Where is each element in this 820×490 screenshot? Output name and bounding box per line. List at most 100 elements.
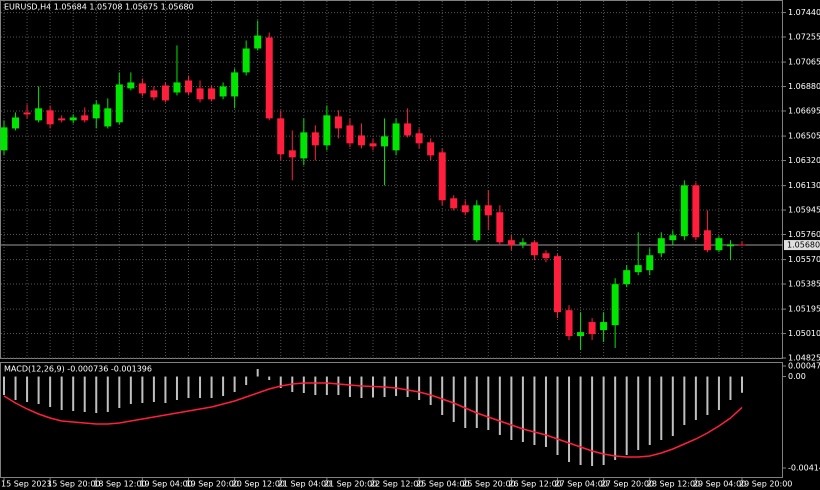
- x-tick-label: 15 Sep 2023: [1, 480, 52, 489]
- y-tick-label: 1.06880: [788, 82, 820, 91]
- x-tick-label: 28 Sep 12:00: [647, 480, 700, 489]
- candle-body: [254, 35, 262, 49]
- candle-body: [738, 244, 746, 246]
- candle-body: [300, 132, 308, 159]
- candle-body: [577, 332, 585, 337]
- x-tick-label: 26 Sep 12:00: [508, 480, 561, 489]
- candle-body: [680, 185, 688, 237]
- y-tick-label: 1.05010: [788, 329, 820, 338]
- candle-body: [115, 84, 123, 123]
- candle-body: [185, 80, 192, 93]
- y-tick-label: 1.06505: [788, 132, 820, 141]
- x-tick-label: 25 Sep 20:00: [462, 480, 515, 489]
- y-tick-label: 1.05570: [788, 255, 820, 264]
- candle-body: [726, 244, 734, 247]
- candle-body: [81, 115, 89, 121]
- y-tick-label: 1.07065: [788, 58, 820, 67]
- candle-body: [703, 230, 711, 251]
- x-tick-label: 19 Sep 20:00: [186, 480, 239, 489]
- candle-body: [634, 265, 642, 273]
- candle-body: [0, 127, 8, 151]
- x-tick-label: 27 Sep 20:00: [601, 480, 654, 489]
- candle-body: [600, 322, 608, 331]
- candle-body: [334, 116, 342, 129]
- y-tick-label: 1.05385: [788, 280, 820, 289]
- candle-body: [23, 112, 31, 115]
- y-tick-label: 1.05195: [788, 305, 820, 314]
- candle-body: [161, 85, 169, 101]
- macd-panel-frame: [0, 362, 783, 478]
- candle-body: [242, 48, 250, 73]
- y-tick-label: 1.04825: [788, 354, 820, 363]
- macd-title: MACD(12,26,9) -0.000736 -0.001396: [4, 365, 152, 374]
- candle-body: [265, 37, 273, 119]
- x-tick-label: 21 Sep 20:00: [324, 480, 377, 489]
- candle-body: [311, 132, 319, 146]
- candle-body: [404, 123, 412, 136]
- candle-body: [104, 108, 112, 127]
- candle-body: [323, 115, 331, 146]
- candle-body: [623, 270, 631, 285]
- x-tick-label: 15 Sep 20:00: [47, 480, 100, 489]
- candle-body: [231, 72, 239, 97]
- candle-body: [530, 242, 538, 256]
- x-tick-label: 29 Sep 04:00: [693, 480, 746, 489]
- candle-body: [346, 125, 354, 144]
- candle-body: [415, 133, 423, 144]
- x-tick-label: 22 Sep 12:00: [370, 480, 423, 489]
- main-panel-frame: [0, 0, 783, 359]
- signal-line: [3, 382, 743, 458]
- chart-title: EURUSD,H4 1.05684 1.05708 1.05675 1.0568…: [4, 3, 194, 12]
- candle-body: [473, 205, 481, 241]
- candle-body: [611, 284, 619, 326]
- x-tick-label: 27 Sep 04:00: [555, 480, 608, 489]
- candle-body: [277, 118, 285, 155]
- y-tick-label: 1.07440: [788, 8, 820, 17]
- candle-body: [92, 104, 100, 119]
- x-tick-label: 25 Sep 04:00: [416, 480, 469, 489]
- y-tick-label: 1.07255: [788, 33, 820, 42]
- y-tick-label: 0.00: [788, 372, 806, 381]
- y-tick-label: 1.05760: [788, 230, 820, 239]
- candle-body: [484, 205, 492, 216]
- candle-body: [288, 150, 296, 158]
- candle-body: [519, 242, 527, 245]
- candle-body: [715, 238, 723, 251]
- candle-body: [381, 136, 389, 147]
- candle-body: [542, 253, 550, 259]
- candle-body: [692, 185, 700, 238]
- candle-body: [46, 110, 54, 125]
- y-tick-label: -0.004143: [788, 464, 820, 473]
- candle-body: [369, 143, 377, 147]
- current-price-box: [784, 240, 820, 251]
- y-tick-label: 0.000477: [788, 362, 820, 371]
- candle-body: [12, 117, 20, 129]
- candle-body: [496, 212, 504, 243]
- x-tick-label: 21 Sep 04:00: [278, 480, 331, 489]
- candle-body: [588, 322, 596, 335]
- candle-body: [127, 82, 135, 89]
- candle-body: [173, 82, 181, 93]
- candle-body: [669, 235, 677, 241]
- candle-body: [392, 123, 400, 151]
- x-tick-label: 19 Sep 04:00: [139, 480, 192, 489]
- y-tick-label: 1.05945: [788, 206, 820, 215]
- candle-body: [58, 118, 66, 121]
- candle-body: [565, 310, 573, 337]
- current-price-label: 1.05680: [787, 241, 820, 250]
- candle-body: [196, 88, 204, 100]
- candle-body: [357, 135, 365, 146]
- candle-body: [69, 117, 77, 121]
- candle-body: [646, 255, 654, 271]
- candle-body: [427, 142, 435, 156]
- candle-body: [219, 86, 227, 97]
- candle-body: [450, 198, 458, 209]
- candle-body: [150, 90, 158, 98]
- candle-body: [208, 88, 216, 100]
- candle-body: [438, 152, 446, 201]
- x-tick-label: 20 Sep 12:00: [232, 480, 285, 489]
- x-tick-label: 29 Sep 20:00: [739, 480, 792, 489]
- candle-body: [461, 205, 469, 213]
